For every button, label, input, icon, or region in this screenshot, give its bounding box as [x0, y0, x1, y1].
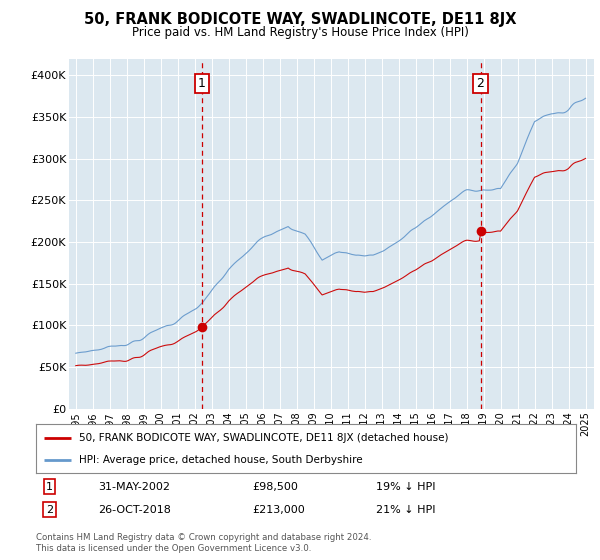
- Text: 1: 1: [198, 77, 206, 90]
- Text: 1: 1: [46, 482, 53, 492]
- Text: Price paid vs. HM Land Registry's House Price Index (HPI): Price paid vs. HM Land Registry's House …: [131, 26, 469, 39]
- Text: 21% ↓ HPI: 21% ↓ HPI: [376, 505, 436, 515]
- Text: 50, FRANK BODICOTE WAY, SWADLINCOTE, DE11 8JX (detached house): 50, FRANK BODICOTE WAY, SWADLINCOTE, DE1…: [79, 433, 449, 443]
- Text: 31-MAY-2002: 31-MAY-2002: [98, 482, 170, 492]
- Text: 19% ↓ HPI: 19% ↓ HPI: [376, 482, 436, 492]
- Text: 50, FRANK BODICOTE WAY, SWADLINCOTE, DE11 8JX: 50, FRANK BODICOTE WAY, SWADLINCOTE, DE1…: [84, 12, 516, 27]
- Text: Contains HM Land Registry data © Crown copyright and database right 2024.
This d: Contains HM Land Registry data © Crown c…: [36, 533, 371, 553]
- Text: 26-OCT-2018: 26-OCT-2018: [98, 505, 171, 515]
- Text: £213,000: £213,000: [252, 505, 305, 515]
- Text: 2: 2: [46, 505, 53, 515]
- Text: £98,500: £98,500: [252, 482, 298, 492]
- Text: 2: 2: [476, 77, 484, 90]
- Text: HPI: Average price, detached house, South Derbyshire: HPI: Average price, detached house, Sout…: [79, 455, 363, 465]
